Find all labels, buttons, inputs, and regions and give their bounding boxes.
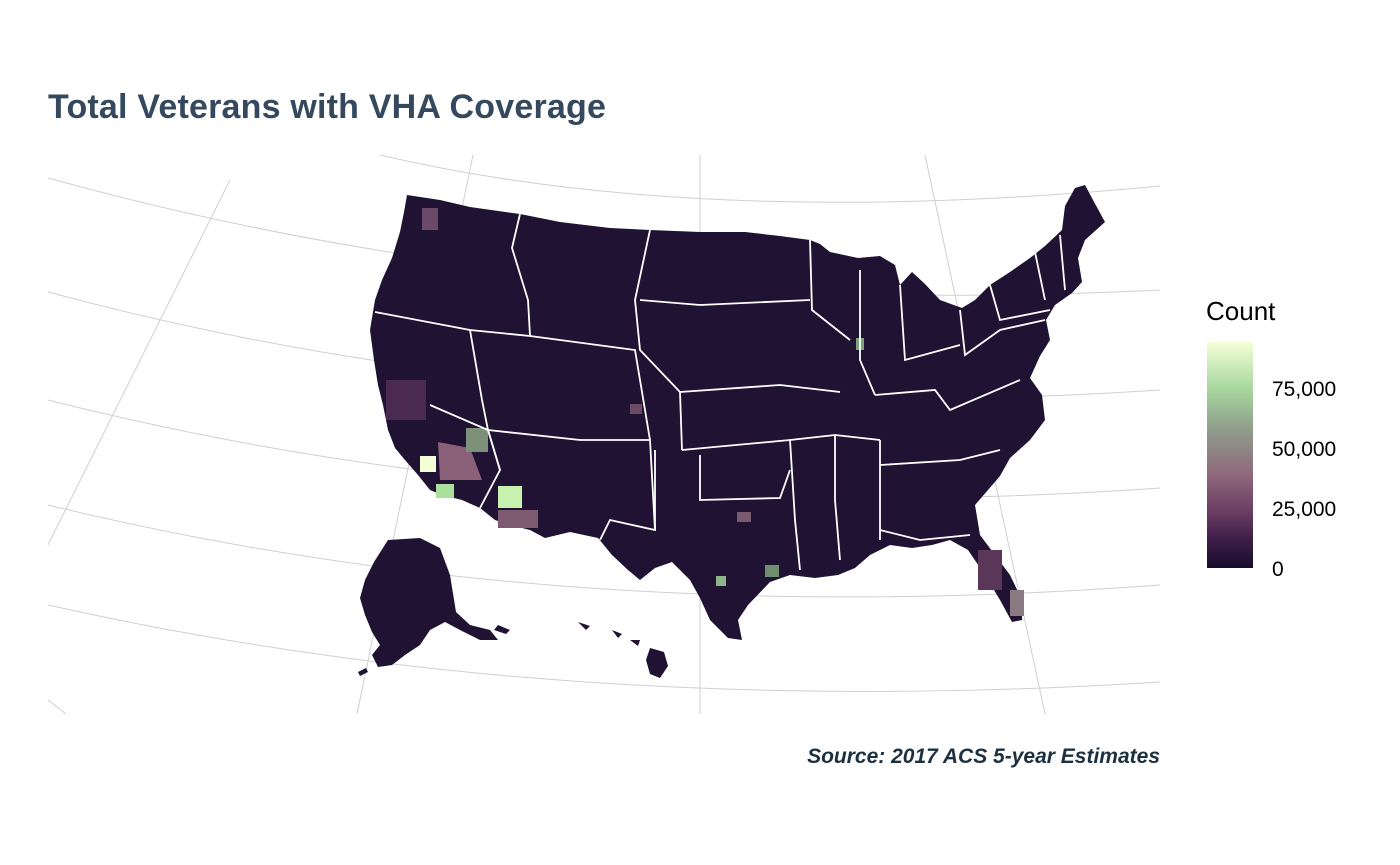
state-border xyxy=(809,239,851,341)
county-hotspot xyxy=(978,550,1002,590)
county-hotspot xyxy=(630,404,642,414)
state-border xyxy=(1034,251,1046,301)
county-hotspot xyxy=(737,512,751,522)
state-border xyxy=(699,455,791,501)
alaska-shape xyxy=(360,538,498,667)
state-border xyxy=(879,449,1001,466)
state-border xyxy=(1059,234,1066,291)
contiguous-us-shape xyxy=(370,185,1105,640)
county-hotspot xyxy=(422,208,438,230)
state-border xyxy=(834,435,841,561)
state-border xyxy=(639,299,811,306)
state-border xyxy=(634,229,683,451)
legend-color-bar xyxy=(1207,342,1253,568)
state-border xyxy=(789,439,801,571)
graticule-latitude-line xyxy=(47,504,1161,598)
state-border xyxy=(679,384,841,393)
legend-label: 50,000 xyxy=(1272,438,1337,461)
county-hotspot xyxy=(1010,590,1024,616)
graticule-meridian-line xyxy=(47,699,67,715)
state-border xyxy=(529,335,651,441)
state-border xyxy=(511,213,531,337)
state-border xyxy=(487,429,656,531)
county-hotspot xyxy=(765,565,779,577)
county-hotspot xyxy=(716,576,726,586)
legend-label: 75,000 xyxy=(1272,378,1337,401)
county-hotspot xyxy=(498,486,522,508)
state-border xyxy=(874,379,1021,412)
source-caption: Source: 2017 ACS 5-year Estimates xyxy=(807,745,1160,768)
county-hotspot xyxy=(386,380,426,420)
state-borders xyxy=(374,213,1066,571)
county-hotspots xyxy=(386,208,1024,616)
state-border xyxy=(599,450,656,541)
map-land xyxy=(358,185,1105,678)
county-hotspot xyxy=(436,484,454,498)
legend-title: Count xyxy=(1206,296,1276,326)
aleutian-islands-shape xyxy=(358,625,510,676)
graticule-latitude-line xyxy=(379,154,1161,203)
county-hotspot xyxy=(420,456,436,472)
legend-label: 0 xyxy=(1272,558,1284,581)
state-border xyxy=(899,284,961,362)
state-border xyxy=(859,270,876,396)
hawaii-shape xyxy=(578,622,668,678)
legend-label: 25,000 xyxy=(1272,498,1337,521)
chart-title: Total Veterans with VHA Coverage xyxy=(48,88,607,126)
county-hotspot xyxy=(466,428,488,452)
state-border xyxy=(989,284,1051,322)
state-border xyxy=(429,404,501,509)
state-border xyxy=(681,434,881,451)
state-border xyxy=(879,529,971,541)
state-border xyxy=(959,309,1046,357)
county-hotspot xyxy=(498,510,538,528)
graticule-meridian-line xyxy=(47,179,231,546)
graticule-latitude-line xyxy=(47,604,1161,692)
legend: Count 75,000 50,000 25,000 0 xyxy=(1206,296,1386,586)
